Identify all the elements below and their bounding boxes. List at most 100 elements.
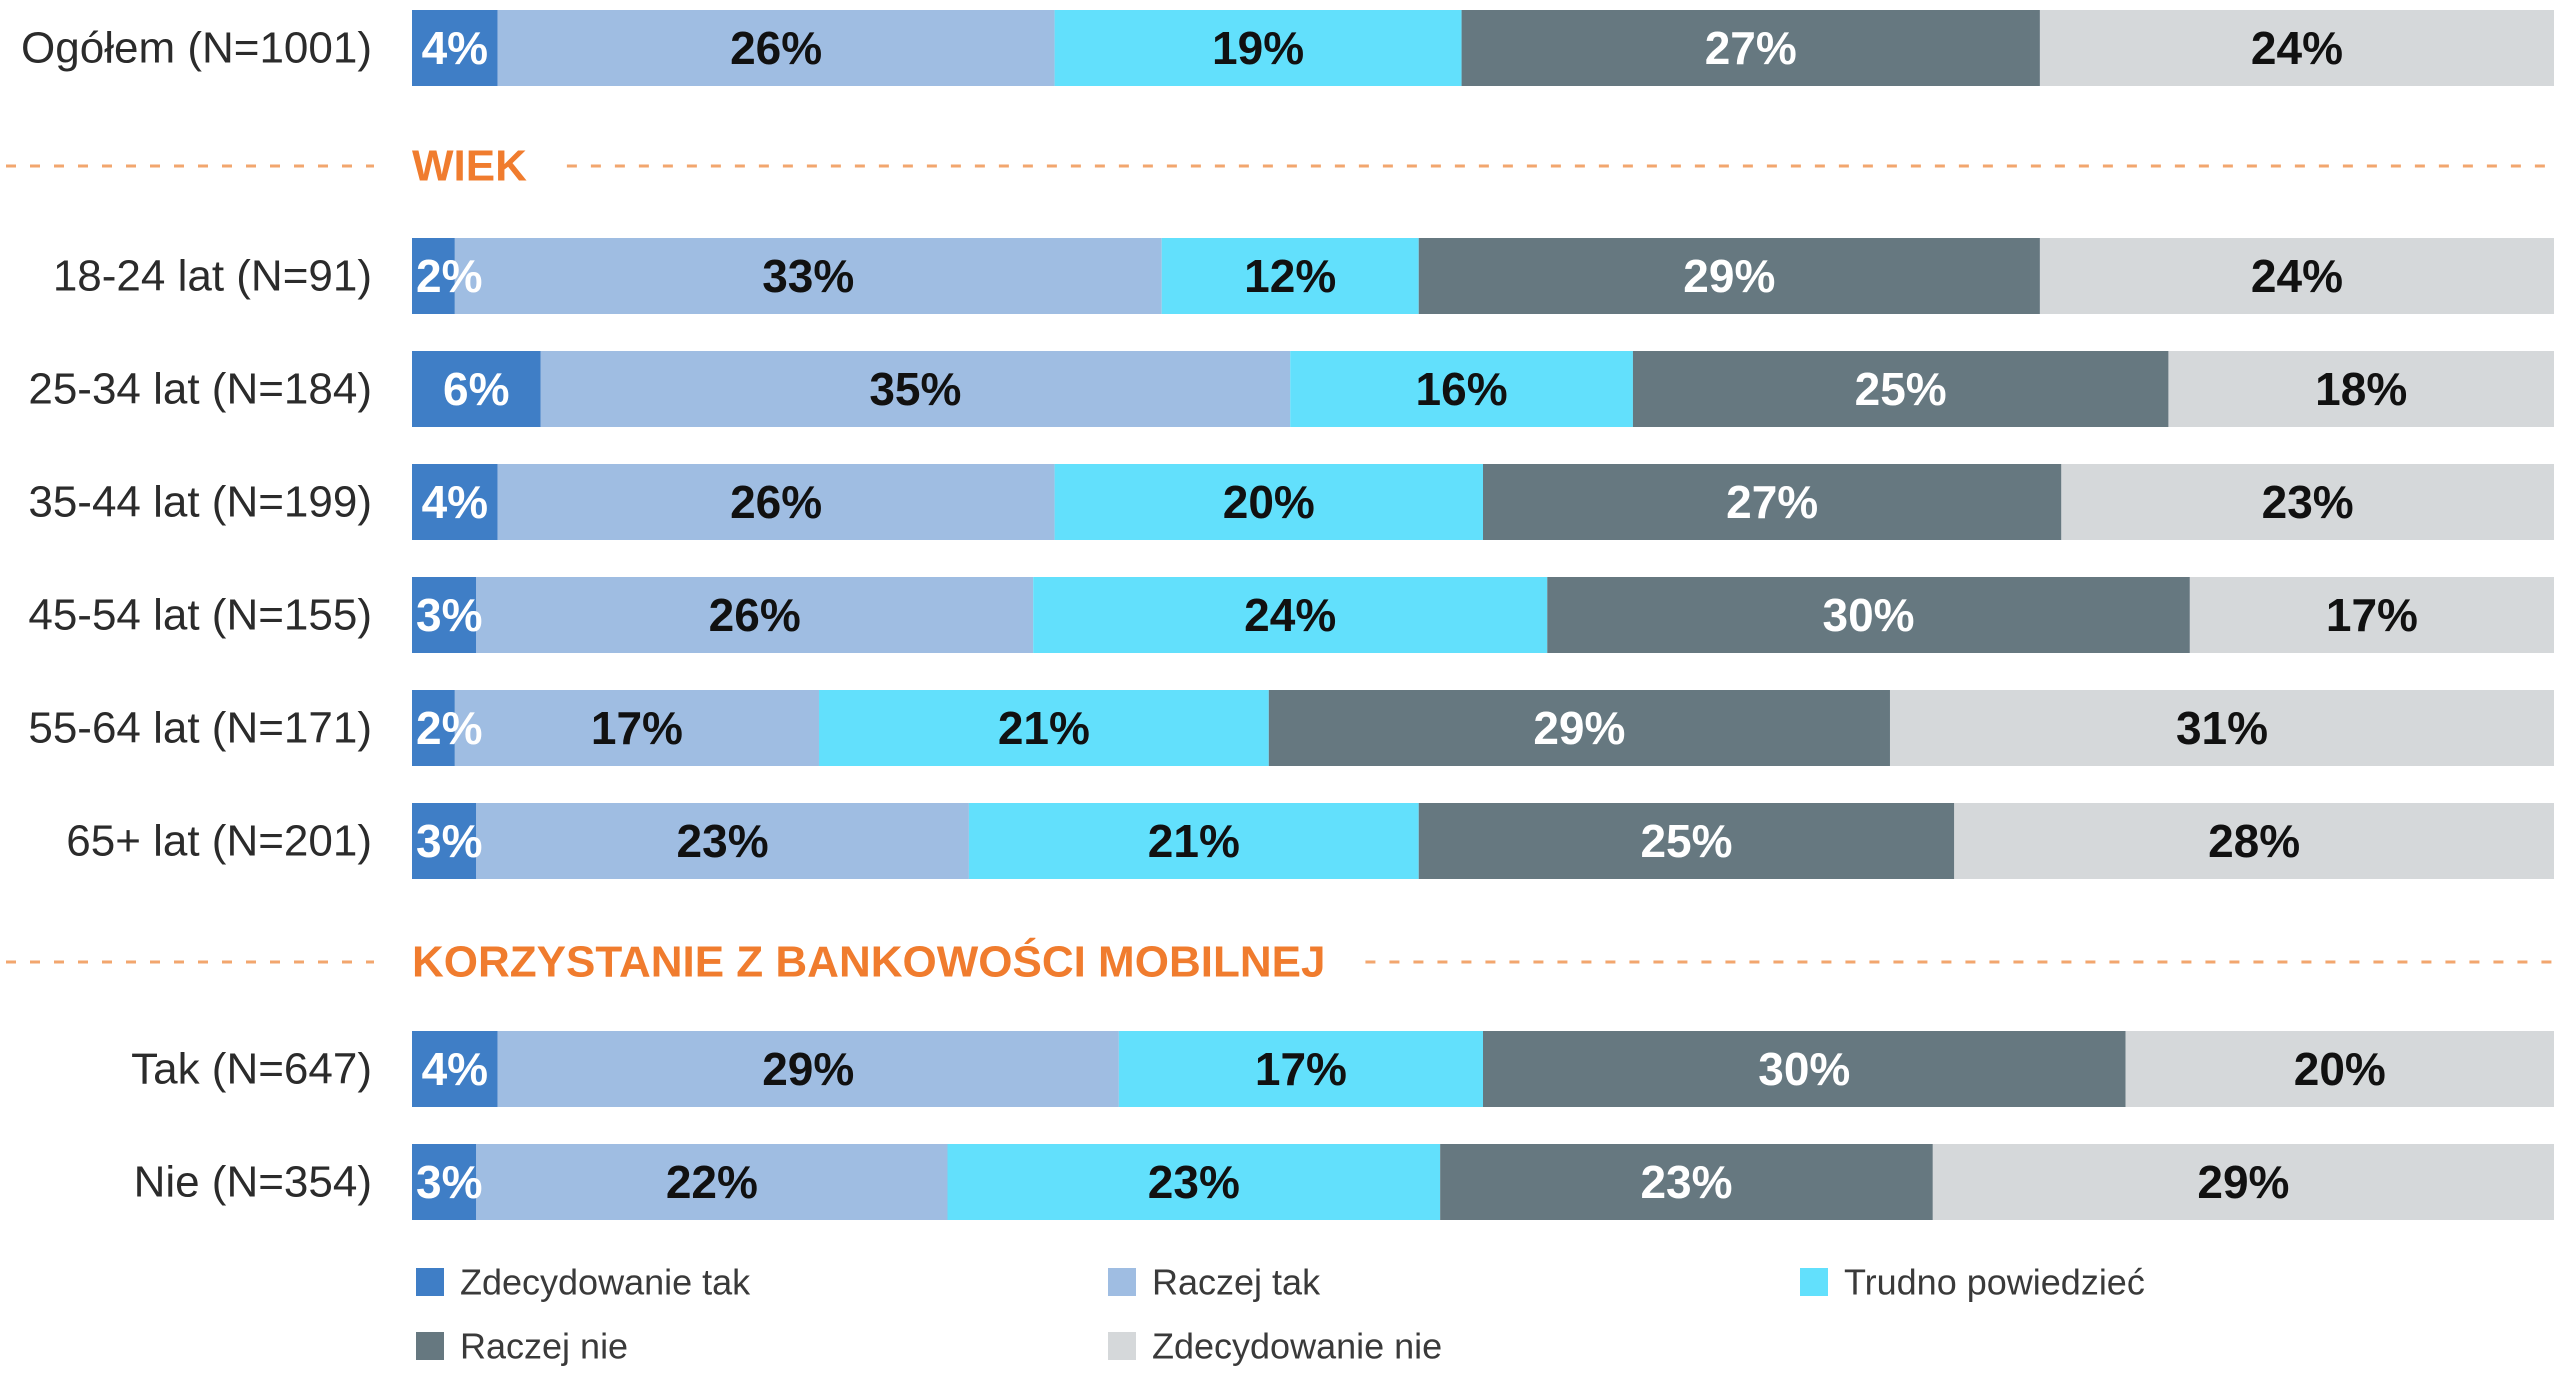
bar-segment	[497, 464, 1055, 540]
bar-segment	[540, 351, 1291, 427]
bar-segment	[2039, 10, 2554, 86]
data-label: 24%	[2251, 250, 2343, 302]
chart-group: Ogółem (N=1001) 4% 26% 19% 27% 24%	[21, 10, 2554, 86]
bar-segment	[1290, 351, 1633, 427]
data-label: 29%	[1683, 250, 1775, 302]
bar-segment	[1161, 238, 1419, 314]
bar-segment	[1483, 464, 2062, 540]
bar-segment	[1118, 1031, 1483, 1107]
legend-swatch	[1800, 1268, 1828, 1296]
bar-segment	[412, 1144, 477, 1220]
legend-label: Zdecydowanie nie	[1152, 1326, 1442, 1367]
data-label: 20%	[2294, 1043, 2386, 1095]
data-label: 22%	[666, 1156, 758, 1208]
data-label: 23%	[2262, 476, 2354, 528]
bar-segment	[2061, 464, 2554, 540]
bar-segment	[412, 351, 541, 427]
data-label: 24%	[1244, 589, 1336, 641]
legend-swatch	[1108, 1332, 1136, 1360]
bar-segment	[947, 1144, 1441, 1220]
chart-group: WIEK 18-24 lat (N=91) 2% 33% 12% 29% 24% 25-34 …	[6, 142, 2556, 879]
data-label: 35%	[869, 363, 961, 415]
data-label: 29%	[2197, 1156, 2289, 1208]
legend-swatch	[416, 1268, 444, 1296]
legend-item: Trudno powiedzieć	[1800, 1262, 2145, 1303]
data-label: 28%	[2208, 815, 2300, 867]
data-label: 26%	[709, 589, 801, 641]
legend-swatch	[1108, 1268, 1136, 1296]
section-title: WIEK	[412, 142, 527, 191]
bar-segment	[412, 10, 498, 86]
bar-segment	[1547, 577, 2190, 653]
data-label: 6%	[443, 363, 509, 415]
chart-group: KORZYSTANIE Z BANKOWOŚCI MOBILNEJ Tak (N=…	[6, 937, 2556, 1220]
bar-segment	[1932, 1144, 2554, 1220]
data-label: 3%	[416, 589, 482, 641]
bar-segment	[2189, 577, 2554, 653]
data-label: 23%	[1148, 1156, 1240, 1208]
data-label: 30%	[1758, 1043, 1850, 1095]
category-label: Nie (N=354)	[134, 1158, 372, 1207]
bar-row: Ogółem (N=1001) 4% 26% 19% 27% 24%	[21, 10, 2554, 86]
data-label: 25%	[1855, 363, 1947, 415]
data-label: 17%	[2326, 589, 2418, 641]
data-label: 25%	[1640, 815, 1732, 867]
bar-segment	[1054, 10, 1462, 86]
category-label: Ogółem (N=1001)	[21, 24, 372, 73]
category-label: 25-34 lat (N=184)	[28, 365, 372, 414]
bar-segment	[1054, 464, 1483, 540]
bar-segment	[412, 803, 477, 879]
data-label: 23%	[1640, 1156, 1732, 1208]
bar-segment	[1954, 803, 2554, 879]
bar-segment	[2168, 351, 2554, 427]
bar-segment	[2039, 238, 2554, 314]
category-label: 35-44 lat (N=199)	[28, 478, 372, 527]
bar-segment	[818, 690, 1269, 766]
data-label: 29%	[762, 1043, 854, 1095]
data-label: 31%	[2176, 702, 2268, 754]
data-label: 30%	[1823, 589, 1915, 641]
bar-segment	[412, 238, 455, 314]
bar-segment	[497, 10, 1055, 86]
legend-label: Raczej nie	[460, 1326, 628, 1367]
legend-item: Raczej nie	[416, 1326, 628, 1367]
data-label: 26%	[730, 476, 822, 528]
bar-segment	[1418, 803, 1955, 879]
bar-segment	[1440, 1144, 1933, 1220]
bar-row: 35-44 lat (N=199) 4% 26% 20% 27% 23%	[28, 464, 2554, 540]
bar-segment	[412, 690, 455, 766]
legend-label: Zdecydowanie tak	[460, 1262, 751, 1303]
bar-segment	[476, 803, 969, 879]
bar-row: 25-34 lat (N=184) 6% 35% 16% 25% 18%	[28, 351, 2554, 427]
bar-row: 55-64 lat (N=171) 2% 17% 21% 29% 31%	[28, 690, 2554, 766]
data-label: 33%	[762, 250, 854, 302]
legend-label: Trudno powiedzieć	[1844, 1262, 2145, 1303]
bar-segment	[1033, 577, 1548, 653]
bar-segment	[2125, 1031, 2554, 1107]
legend-label: Raczej tak	[1152, 1262, 1321, 1303]
data-label: 12%	[1244, 250, 1336, 302]
bar-segment	[1418, 238, 2040, 314]
data-label: 27%	[1705, 22, 1797, 74]
bar-segment	[412, 1031, 498, 1107]
data-label: 3%	[416, 1156, 482, 1208]
legend-item: Raczej tak	[1108, 1262, 1321, 1303]
data-label: 27%	[1726, 476, 1818, 528]
data-label: 29%	[1533, 702, 1625, 754]
data-label: 16%	[1416, 363, 1508, 415]
legend-item: Zdecydowanie tak	[416, 1262, 751, 1303]
bar-segment	[476, 1144, 948, 1220]
bar-segment	[412, 464, 498, 540]
data-label: 17%	[1255, 1043, 1347, 1095]
data-label: 2%	[416, 702, 482, 754]
data-label: 24%	[2251, 22, 2343, 74]
category-label: Tak (N=647)	[131, 1045, 372, 1094]
legend: Zdecydowanie tak Raczej tak Trudno powiedz…	[416, 1262, 2145, 1367]
data-label: 18%	[2315, 363, 2407, 415]
category-label: 45-54 lat (N=155)	[28, 591, 372, 640]
category-label: 18-24 lat (N=91)	[53, 252, 372, 301]
data-label: 21%	[998, 702, 1090, 754]
data-label: 2%	[416, 250, 482, 302]
bar-row: Tak (N=647) 4% 29% 17% 30% 20%	[131, 1031, 2554, 1107]
bar-segment	[1632, 351, 2169, 427]
